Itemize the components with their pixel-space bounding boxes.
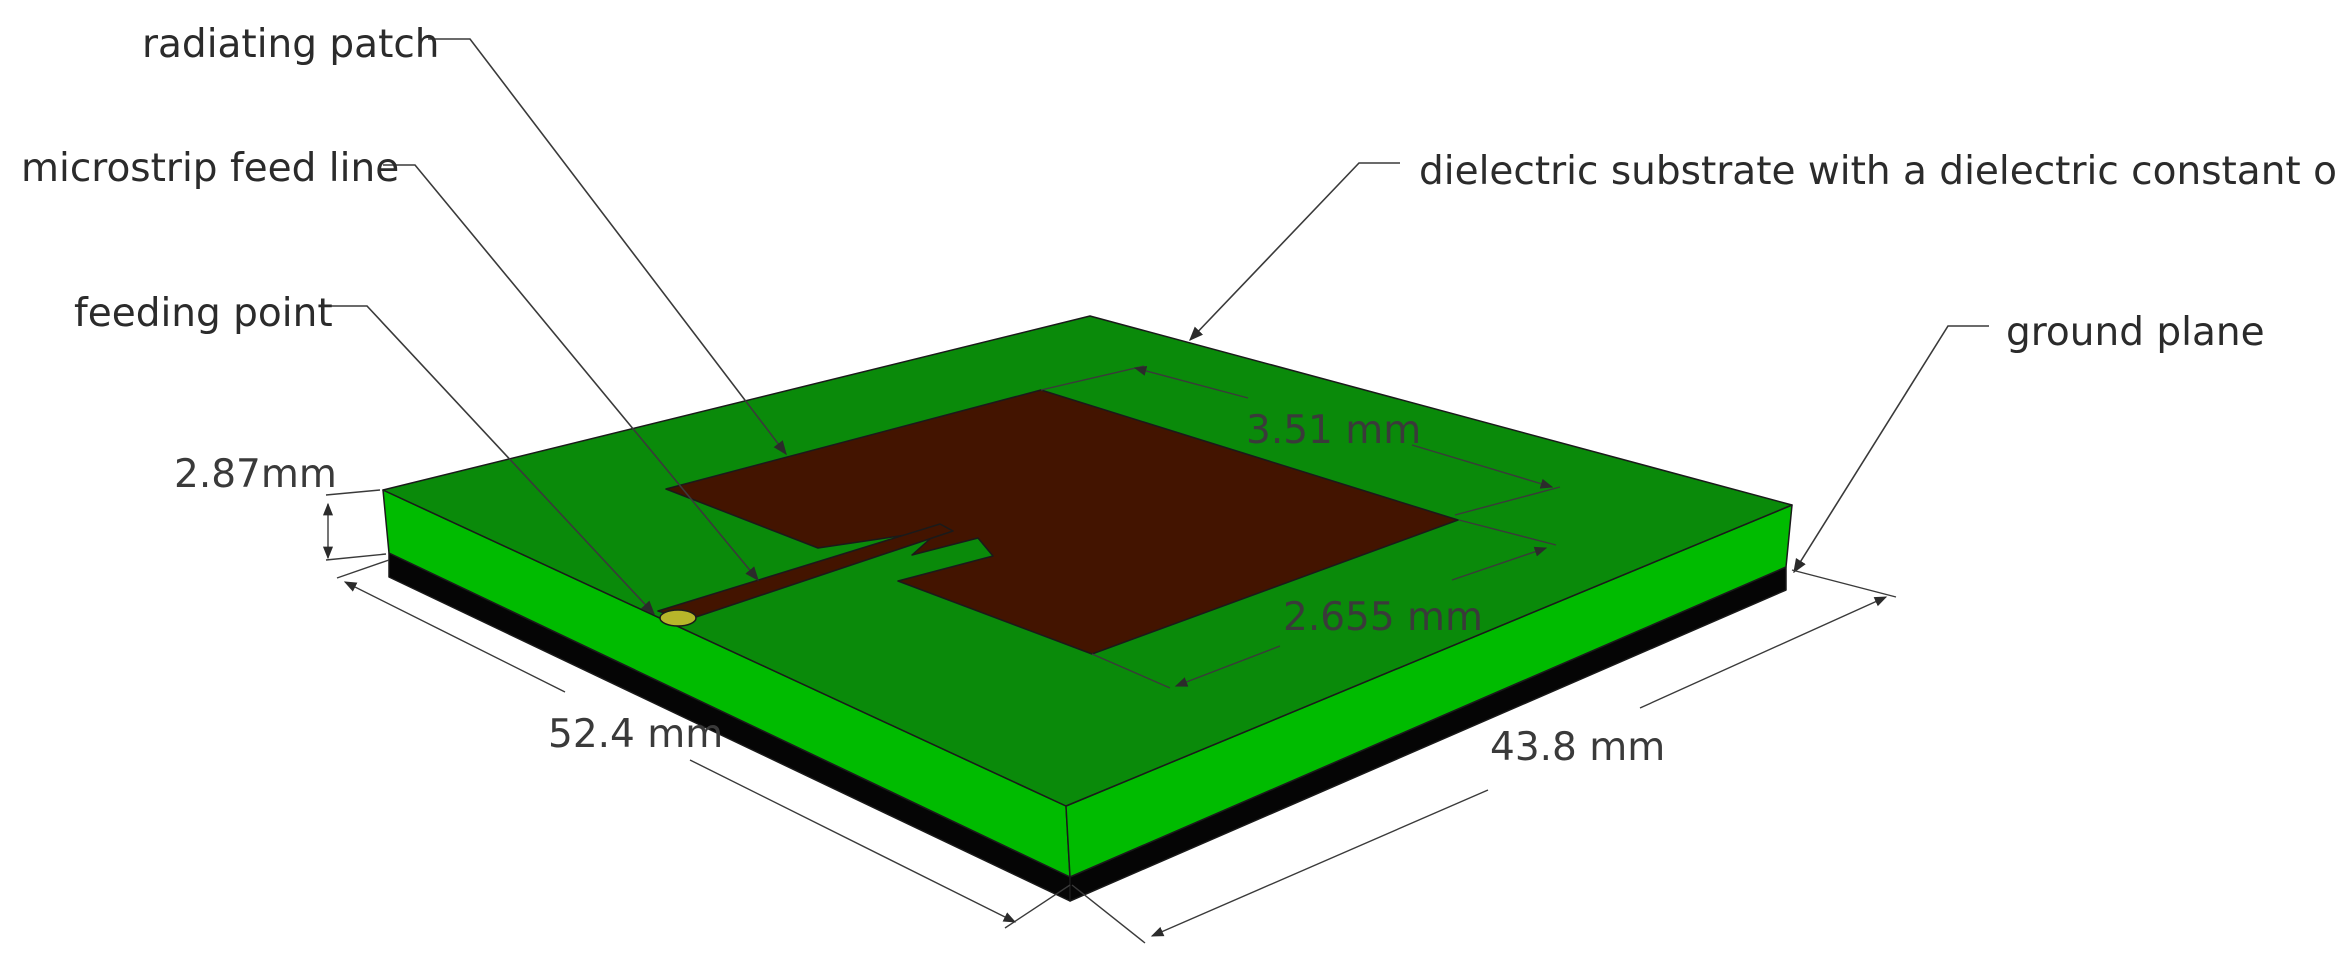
ground-plane-leader: [1793, 325, 1989, 574]
top-inset-dimension-line-b: [1411, 444, 1554, 489]
width-dimension-line-a: [1150, 789, 1489, 937]
length-dimension-line-a: [343, 581, 566, 693]
length-label: 52.4 mm: [548, 712, 723, 757]
radiating-patch-leader: [428, 38, 787, 456]
ground-plane-label: ground plane: [2006, 310, 2265, 355]
feeding-point-leader: [326, 305, 655, 616]
radiating-patch-label: radiating patch: [142, 22, 440, 67]
callout-leaders: [326, 38, 1989, 616]
feeding-point: [659, 609, 697, 627]
dielectric-substrate-label: dielectric substrate with a dielectric c…: [1419, 149, 2335, 194]
width-dimension-line-b: [1639, 596, 1888, 709]
bottom-inset-dimension-line-a: [1451, 546, 1548, 581]
length-dimension-line-b: [689, 759, 1017, 923]
bottom-inset-dimension-line-b: [1174, 645, 1281, 687]
bottom-inset-label: 2.655 mm: [1283, 595, 1483, 640]
top-inset-dimension-line-a: [1133, 366, 1249, 399]
top-inset-label: 3.51 mm: [1246, 408, 1421, 453]
dimension-lines: [322, 365, 1897, 944]
width-label: 43.8 mm: [1490, 725, 1665, 770]
thickness-label: 2.87mm: [174, 452, 337, 497]
microstrip-feed-line-label: microstrip feed line: [21, 146, 399, 191]
feed-line-leader: [383, 164, 759, 582]
feeding-point-label: feeding point: [74, 291, 333, 336]
substrate-leader: [1189, 162, 1400, 342]
